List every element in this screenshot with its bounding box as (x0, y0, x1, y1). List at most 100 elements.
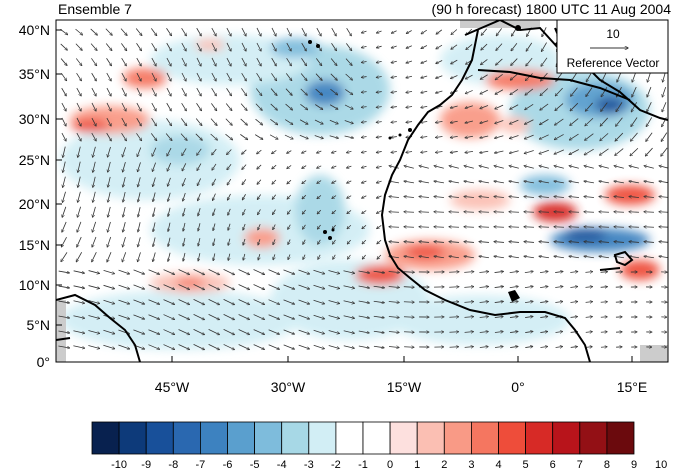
colorbar-swatch (281, 421, 310, 455)
wind-vector (269, 134, 278, 139)
wind-vector (332, 151, 337, 153)
wind-vector (211, 27, 216, 36)
wind-vector (525, 331, 533, 332)
longitude-axis: 45°W 30°W 15°W 0° 15°E (155, 356, 647, 395)
wind-vector (377, 210, 382, 214)
wind-vector (62, 221, 67, 232)
wind-vector (198, 193, 201, 200)
wind-vector (285, 119, 293, 125)
wind-vector (223, 344, 235, 349)
wind-vector (316, 58, 321, 65)
wind-vector (91, 87, 96, 96)
wind-vector (511, 43, 518, 51)
wind-vector (63, 161, 66, 173)
wind-vector (181, 42, 186, 51)
wind-vector (318, 254, 321, 259)
wind-vector (464, 181, 474, 184)
wind-vector (303, 239, 306, 244)
wind-vector (436, 60, 443, 63)
wind-vector (362, 181, 367, 183)
wind-vector (555, 103, 564, 111)
wind-vector (449, 227, 460, 228)
wind-vector (283, 329, 295, 334)
wind-vector (120, 28, 127, 36)
wind-vector (273, 239, 276, 244)
wind-vector (358, 270, 370, 273)
wind-vector (362, 239, 367, 244)
wind-vector (268, 344, 280, 350)
wind-vector (332, 166, 337, 168)
wind-vector (271, 42, 276, 51)
wind-vector (106, 87, 111, 96)
wind-vector (584, 197, 595, 198)
wind-vector (243, 208, 246, 215)
wind-vector (181, 27, 187, 36)
latitude-axis: 40°N 35°N 30°N 25°N 20°N 15°N 10°N 5°N 0° (19, 22, 62, 370)
wind-vector (630, 132, 638, 141)
wind-vector (75, 58, 81, 65)
wind-vector (301, 42, 307, 51)
wind-vector (479, 286, 489, 287)
wind-vector (419, 197, 430, 198)
wind-vector (271, 57, 277, 66)
wind-vector (436, 29, 443, 34)
wind-vector (268, 299, 280, 305)
wind-vector (108, 191, 111, 202)
wind-vector (586, 87, 593, 97)
wind-vector (256, 42, 261, 51)
wind-vector (329, 135, 339, 138)
colorbar-swatch (91, 421, 120, 455)
wind-vector (286, 42, 291, 51)
wind-vector (300, 88, 307, 95)
wind-vector (569, 133, 579, 140)
wind-vector (629, 166, 639, 169)
wind-vector (313, 284, 325, 289)
wind-vector (168, 237, 171, 247)
wind-vector (419, 181, 429, 184)
wind-vector (495, 74, 503, 79)
wind-vector (163, 269, 175, 275)
wind-vector (168, 222, 171, 232)
wind-vector (358, 330, 369, 333)
wind-vector (629, 181, 639, 184)
wind-vector (165, 133, 172, 141)
wind-vector (376, 151, 382, 152)
wind-vector (616, 117, 623, 127)
wind-vector (509, 286, 518, 287)
wind-vector (73, 345, 84, 348)
colorbar-swatch (145, 421, 174, 455)
wind-vector (333, 239, 336, 244)
wind-vector (524, 227, 535, 228)
wind-vector (599, 256, 610, 257)
colorbar-swatch (498, 421, 527, 455)
wind-vector (198, 223, 201, 231)
wind-vector (316, 27, 321, 36)
wind-vector (436, 90, 443, 93)
colorbar-label: -3 (304, 459, 314, 471)
wind-vector (388, 347, 399, 348)
wind-vector (376, 76, 382, 77)
wind-vector (584, 242, 595, 243)
wind-vector (121, 102, 126, 111)
wind-vector (73, 315, 84, 318)
wind-vector (123, 176, 126, 187)
latitude-label: 40°N (19, 22, 50, 38)
wind-vector (257, 179, 262, 185)
wind-vector (525, 316, 533, 317)
wind-vector (328, 300, 340, 303)
wind-vector (389, 212, 400, 213)
wind-vector (148, 299, 160, 305)
wind-vector (495, 120, 504, 123)
wind-vector (539, 242, 550, 243)
wind-vector (464, 242, 475, 243)
wind-vector (421, 137, 428, 138)
wind-vector (481, 43, 488, 50)
wind-vector (108, 176, 111, 187)
wind-vector (58, 315, 70, 318)
wind-vector (599, 227, 610, 228)
wind-vector (223, 284, 235, 289)
wind-vector (343, 330, 355, 333)
wind-vector (211, 57, 216, 66)
wind-vector (151, 57, 156, 66)
